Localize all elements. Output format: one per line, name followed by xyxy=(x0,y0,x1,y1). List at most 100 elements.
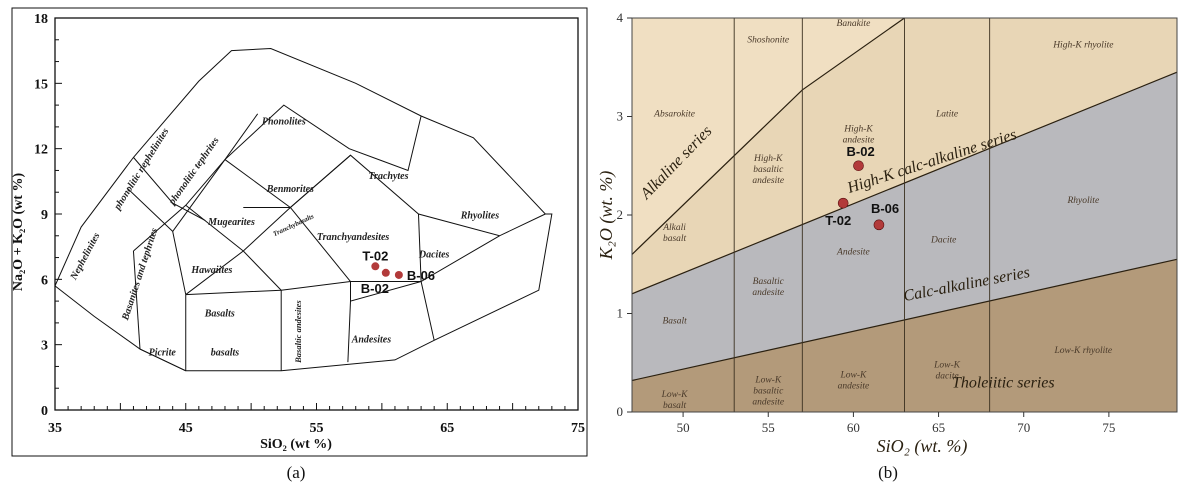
field-boundary xyxy=(133,157,206,221)
x-tick-label: 65 xyxy=(932,420,945,435)
field-label: Basaltic andesites xyxy=(293,300,303,364)
sample-point xyxy=(873,219,885,231)
field-label: Basalts xyxy=(204,308,235,319)
rock-label: Low-K basaltic andesite xyxy=(752,375,784,407)
rock-label: Low-K basalt xyxy=(661,390,689,411)
rock-label: Latite xyxy=(935,110,958,120)
k2o-axis-ticks: 50 55 60 65 70 75 0 1 2 3 4 xyxy=(617,10,1116,435)
field-label: Phonolites xyxy=(262,117,306,128)
tas-axis-ticks: 35 45 55 65 75 0 3 6 9 12 15 18 xyxy=(34,12,585,436)
field-boundary xyxy=(417,213,435,341)
rock-label: Basaltic andesite xyxy=(752,277,784,298)
rock-label-line: Rhyolite xyxy=(1067,196,1100,206)
rock-label-line: andesite xyxy=(838,382,870,392)
y-tick-label: 2 xyxy=(617,207,624,222)
field-boundary xyxy=(185,204,244,252)
field-boundary xyxy=(139,348,186,372)
field-label: Tranchyandesites xyxy=(317,232,390,243)
x-tick-label: 35 xyxy=(48,421,62,436)
x-tick-label: 45 xyxy=(179,421,193,436)
k2o-sample-points: B-02 T-02 B-06 xyxy=(825,144,899,231)
rock-label: Alkali basalt xyxy=(662,223,686,244)
sample-point xyxy=(394,270,403,279)
sample-label: B-06 xyxy=(407,268,435,283)
rock-label-line: High-K xyxy=(753,154,783,164)
rock-label-line: andesite xyxy=(843,135,875,145)
series-boundaries xyxy=(631,17,1178,412)
rock-label: Low-K dacite xyxy=(933,361,961,382)
sample-label: B-02 xyxy=(847,144,875,159)
rock-label: Andesite xyxy=(836,247,870,257)
caption-a: (a) xyxy=(287,463,306,482)
sample-point xyxy=(381,268,390,277)
rock-label: Low-K andesite xyxy=(838,371,870,392)
y-tick-label: 6 xyxy=(41,273,48,288)
rock-label-line: andesite xyxy=(752,288,784,298)
sample-point xyxy=(371,262,380,271)
rock-label-line: Basaltic xyxy=(753,277,785,287)
rock-label-line: Low-K xyxy=(933,361,961,371)
tas-y-axis-label: Na₂O + K₂O (wt %) xyxy=(11,173,26,292)
sample-label: T-02 xyxy=(362,248,388,263)
rock-label-line: Andesite xyxy=(836,247,870,257)
rock-label: Basalt xyxy=(662,316,687,326)
rock-label-line: dacite xyxy=(935,372,958,382)
rock-label-line: Low-K xyxy=(839,371,867,381)
rock-label-line: basaltic xyxy=(753,165,784,175)
rock-label-line: andesite xyxy=(752,176,784,186)
rock-label-line: High-K rhyolite xyxy=(1052,41,1113,51)
field-label: Picrite xyxy=(149,348,177,359)
rock-name-labels: Absarokite Shoshonite Banakite Latite High-K… xyxy=(653,19,1113,411)
tas-field-boundaries xyxy=(54,47,553,372)
caption-b: (b) xyxy=(878,463,898,482)
x-tick-label: 75 xyxy=(571,421,585,436)
y-tick-label: 15 xyxy=(34,77,48,92)
rock-label: High-K andesite xyxy=(843,124,875,145)
field-label: Benmorites xyxy=(266,184,314,195)
rock-label: Banakite xyxy=(837,19,871,29)
sample-label: T-02 xyxy=(825,213,851,228)
k2o-sio2-diagram: Absarokite Shoshonite Banakite Latite High-K… xyxy=(596,10,1178,482)
rock-label-line: andesite xyxy=(752,397,784,407)
field-boundary xyxy=(224,159,291,208)
x-tick-label: 50 xyxy=(677,420,690,435)
rock-label: Rhyolite xyxy=(1067,196,1100,206)
rock-label-line: basalt xyxy=(663,234,687,244)
plot-frame xyxy=(11,7,588,457)
x-tick-label: 55 xyxy=(762,420,775,435)
y-tick-label: 0 xyxy=(617,404,624,419)
y-tick-label: 3 xyxy=(617,109,624,124)
rock-label-line: Basalt xyxy=(662,316,687,326)
field-label: Trachytes xyxy=(368,171,408,182)
series-label: Tholeiitic series xyxy=(952,374,1055,391)
rock-label: High-K rhyolite xyxy=(1052,41,1113,51)
k2o-y-axis-label: K₂O (wt. %) xyxy=(596,171,617,261)
rock-label: High-K basaltic andesite xyxy=(752,154,784,186)
rock-label-line: Banakite xyxy=(837,19,871,29)
rock-label-line: Shoshonite xyxy=(747,36,789,46)
field-label: basalts xyxy=(211,348,239,359)
y-tick-label: 18 xyxy=(34,12,48,27)
rock-label-line: Dacite xyxy=(930,236,956,246)
field-boundary xyxy=(242,250,282,291)
y-tick-label: 4 xyxy=(617,10,624,25)
rock-label-line: High-K xyxy=(843,124,873,134)
x-tick-label: 60 xyxy=(847,420,860,435)
y-tick-label: 12 xyxy=(34,143,48,158)
x-tick-label: 55 xyxy=(310,421,324,436)
sample-point xyxy=(853,160,864,172)
field-label: Mugearites xyxy=(207,217,255,228)
rock-label-line: basaltic xyxy=(753,386,784,396)
sample-label: B-02 xyxy=(361,281,389,296)
tas-sample-points: T-02 B-02 B-06 xyxy=(361,248,435,296)
y-tick-label: 0 xyxy=(41,404,48,419)
field-boundary xyxy=(347,301,351,363)
rock-label-line: Low-K rhyolite xyxy=(1054,346,1113,356)
field-label: Andesites xyxy=(351,334,392,345)
rock-label: Shoshonite xyxy=(747,36,789,46)
rock-label: Absarokite xyxy=(653,110,695,120)
sample-label: B-06 xyxy=(871,201,899,216)
tas-x-axis-label: SiO₂ (wt %) xyxy=(260,437,332,452)
x-tick-label: 65 xyxy=(440,421,454,436)
